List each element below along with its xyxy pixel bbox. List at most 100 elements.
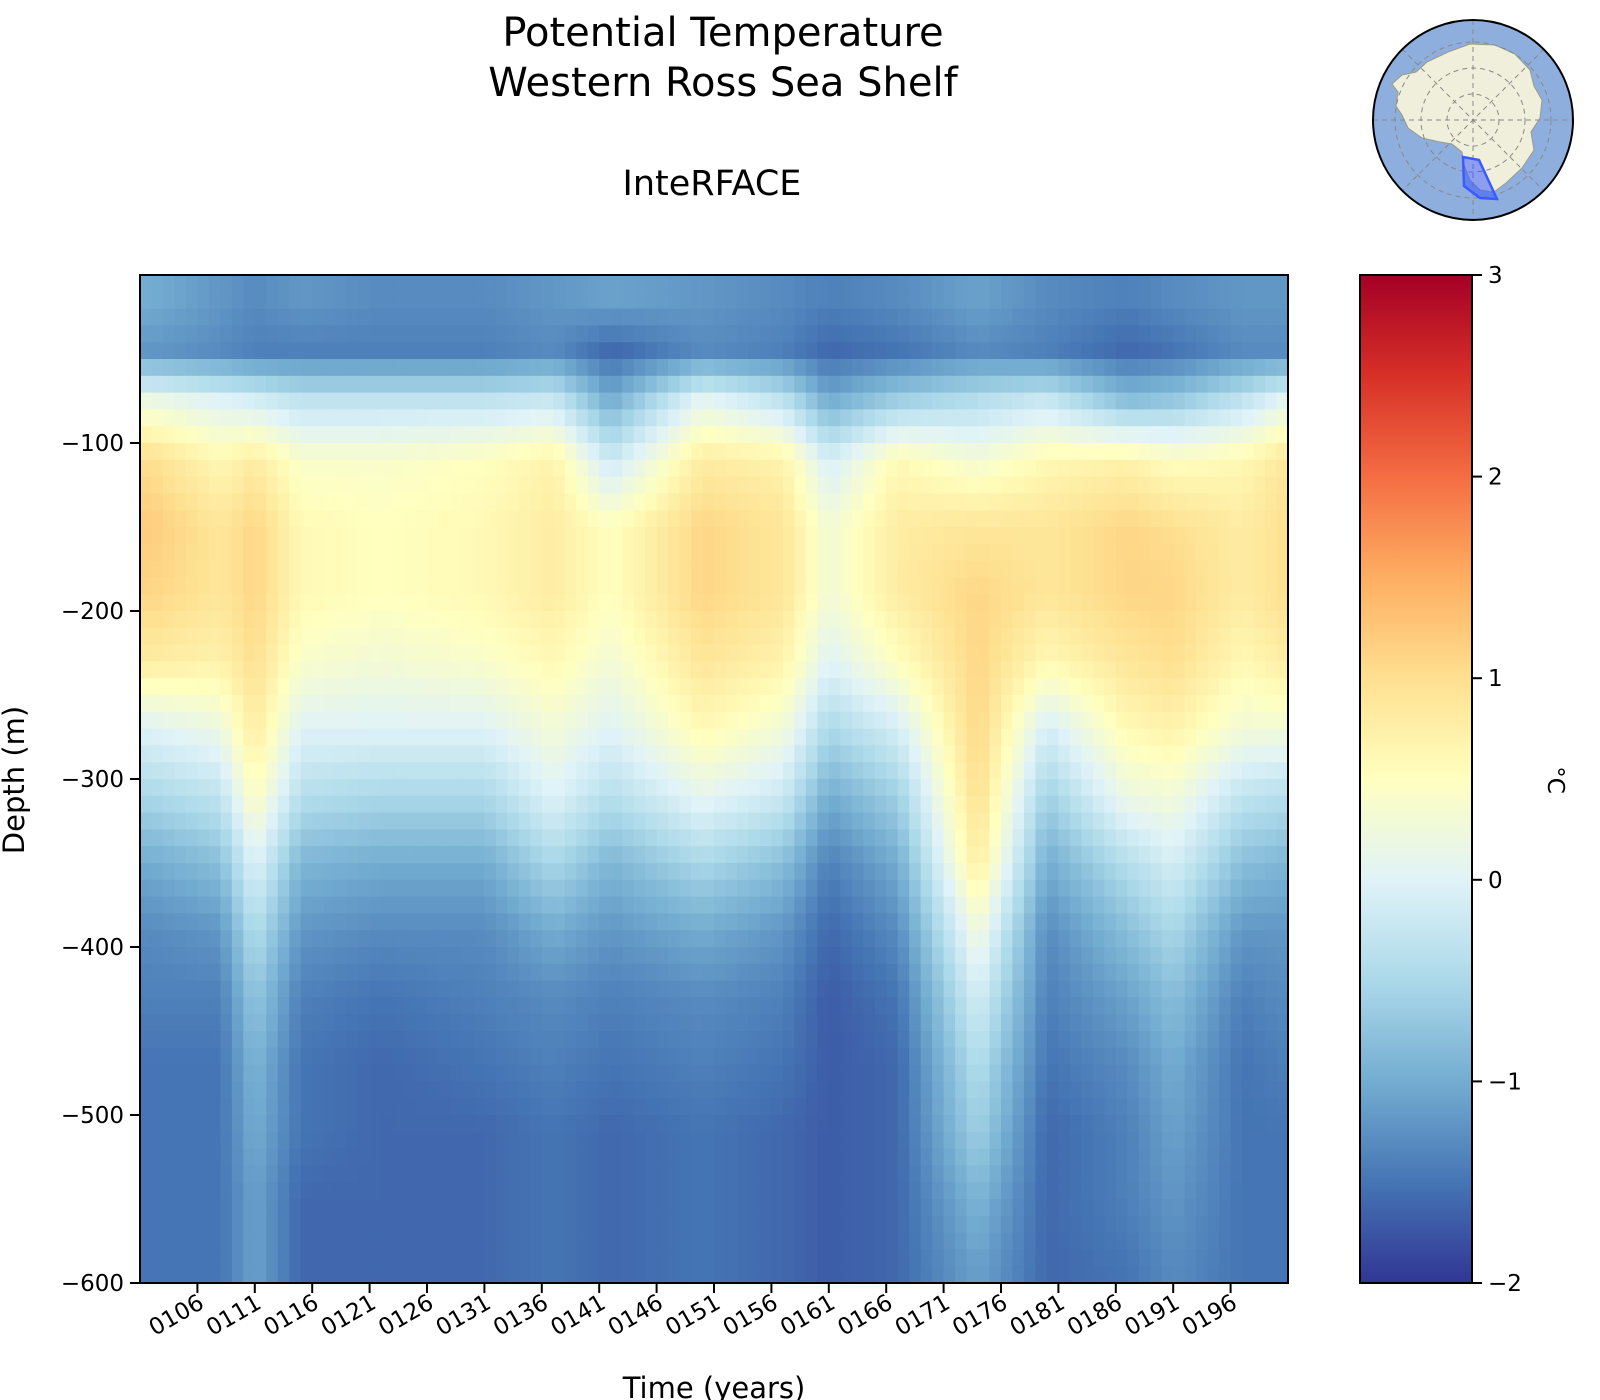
heatmap-cell <box>1081 594 1094 612</box>
heatmap-cell <box>943 375 956 394</box>
heatmap-cell <box>174 930 187 948</box>
heatmap-cell <box>449 711 463 730</box>
heatmap-cell <box>208 291 221 310</box>
heatmap-cell <box>1265 1081 1278 1099</box>
heatmap-cell <box>289 409 302 427</box>
heatmap-cell <box>1058 711 1071 730</box>
heatmap-cell <box>633 1014 646 1032</box>
heatmap-cell <box>449 1081 463 1099</box>
heatmap-cell <box>369 762 382 780</box>
heatmap-cell <box>151 611 164 629</box>
heatmap-cell <box>438 527 451 545</box>
heatmap-cell <box>461 812 474 830</box>
heatmap-cell <box>530 661 543 679</box>
heatmap-cell <box>771 308 784 326</box>
heatmap-cell <box>369 409 382 427</box>
heatmap-cell <box>989 913 1002 931</box>
heatmap-cell <box>817 426 830 444</box>
heatmap-cell <box>1219 527 1232 545</box>
heatmap-cell <box>748 963 761 982</box>
heatmap-cell <box>1207 728 1220 746</box>
heatmap-cell <box>714 342 727 360</box>
heatmap-cell <box>541 795 554 814</box>
heatmap-cell <box>530 711 543 730</box>
heatmap-cell <box>449 375 463 394</box>
heatmap-cell <box>1023 1081 1037 1099</box>
heatmap-cell <box>714 627 727 646</box>
heatmap-cell <box>679 644 692 662</box>
heatmap-cell <box>978 1014 991 1032</box>
heatmap-cell <box>736 543 750 562</box>
heatmap-cell <box>404 728 417 746</box>
heatmap-cell <box>1035 325 1048 343</box>
heatmap-cell <box>645 1047 658 1066</box>
heatmap-cell <box>989 963 1002 982</box>
heatmap-cell <box>679 980 692 998</box>
heatmap-cell <box>323 291 336 310</box>
heatmap-cell <box>863 543 876 562</box>
heatmap-cell <box>576 879 589 898</box>
heatmap-cell <box>1012 325 1025 343</box>
heatmap-cell <box>771 409 784 427</box>
heatmap-cell <box>909 409 922 427</box>
heatmap-cell <box>920 728 933 746</box>
heatmap-cell <box>266 392 279 410</box>
heatmap-cell <box>1207 896 1220 914</box>
heatmap-cell <box>989 308 1002 326</box>
heatmap-cell <box>323 695 336 713</box>
heatmap-cell <box>851 560 864 578</box>
heatmap-cell <box>1253 409 1266 427</box>
heatmap-cell <box>312 829 325 847</box>
heatmap-cell <box>1161 594 1174 612</box>
heatmap-cell <box>300 443 313 461</box>
heatmap-cell <box>920 543 933 562</box>
heatmap-cell <box>266 543 279 562</box>
heatmap-cell <box>1001 913 1014 931</box>
heatmap-cell <box>1196 1031 1209 1049</box>
heatmap-cell <box>381 493 394 511</box>
heatmap-cell <box>702 896 715 914</box>
heatmap-cell <box>679 291 692 310</box>
heatmap-cell <box>679 779 692 797</box>
heatmap-cell <box>840 392 853 410</box>
heatmap-cell <box>185 947 198 965</box>
heatmap-cell <box>656 644 669 662</box>
heatmap-cell <box>449 527 463 545</box>
heatmap-cell <box>587 678 600 696</box>
heatmap-cell <box>392 812 405 830</box>
heatmap-cell <box>610 1064 623 1082</box>
heatmap-cell <box>828 1031 841 1049</box>
heatmap-cell <box>828 611 841 629</box>
heatmap-cell <box>254 829 267 847</box>
heatmap-cell <box>1219 577 1232 595</box>
heatmap-cell <box>1265 762 1278 780</box>
heatmap-cell <box>541 947 554 965</box>
heatmap-cell <box>381 812 394 830</box>
heatmap-cell <box>449 980 463 998</box>
heatmap-cell <box>346 275 359 293</box>
heatmap-cell <box>576 543 589 562</box>
heatmap-cell <box>564 543 577 562</box>
heatmap-cell <box>427 745 440 763</box>
heatmap-cell <box>633 644 646 662</box>
heatmap-cell <box>1207 1014 1220 1032</box>
heatmap-cell <box>1196 980 1209 998</box>
heatmap-cell <box>771 275 784 293</box>
heatmap-cell <box>174 1081 187 1099</box>
heatmap-cell <box>782 543 795 562</box>
heatmap-cell <box>312 594 325 612</box>
heatmap-cell <box>1138 359 1151 377</box>
heatmap-cell <box>932 879 945 898</box>
heatmap-cell <box>1058 527 1071 545</box>
heatmap-cell <box>300 947 313 965</box>
heatmap-cell <box>277 443 290 461</box>
heatmap-cell <box>461 745 474 763</box>
heatmap-cell <box>1104 980 1117 998</box>
heatmap-cell <box>576 627 589 646</box>
heatmap-cell <box>369 846 382 864</box>
heatmap-cell <box>335 577 348 595</box>
heatmap-cell <box>564 1064 577 1082</box>
heatmap-cell <box>1253 963 1266 982</box>
heatmap-cell <box>140 779 153 797</box>
heatmap-cell <box>564 846 577 864</box>
